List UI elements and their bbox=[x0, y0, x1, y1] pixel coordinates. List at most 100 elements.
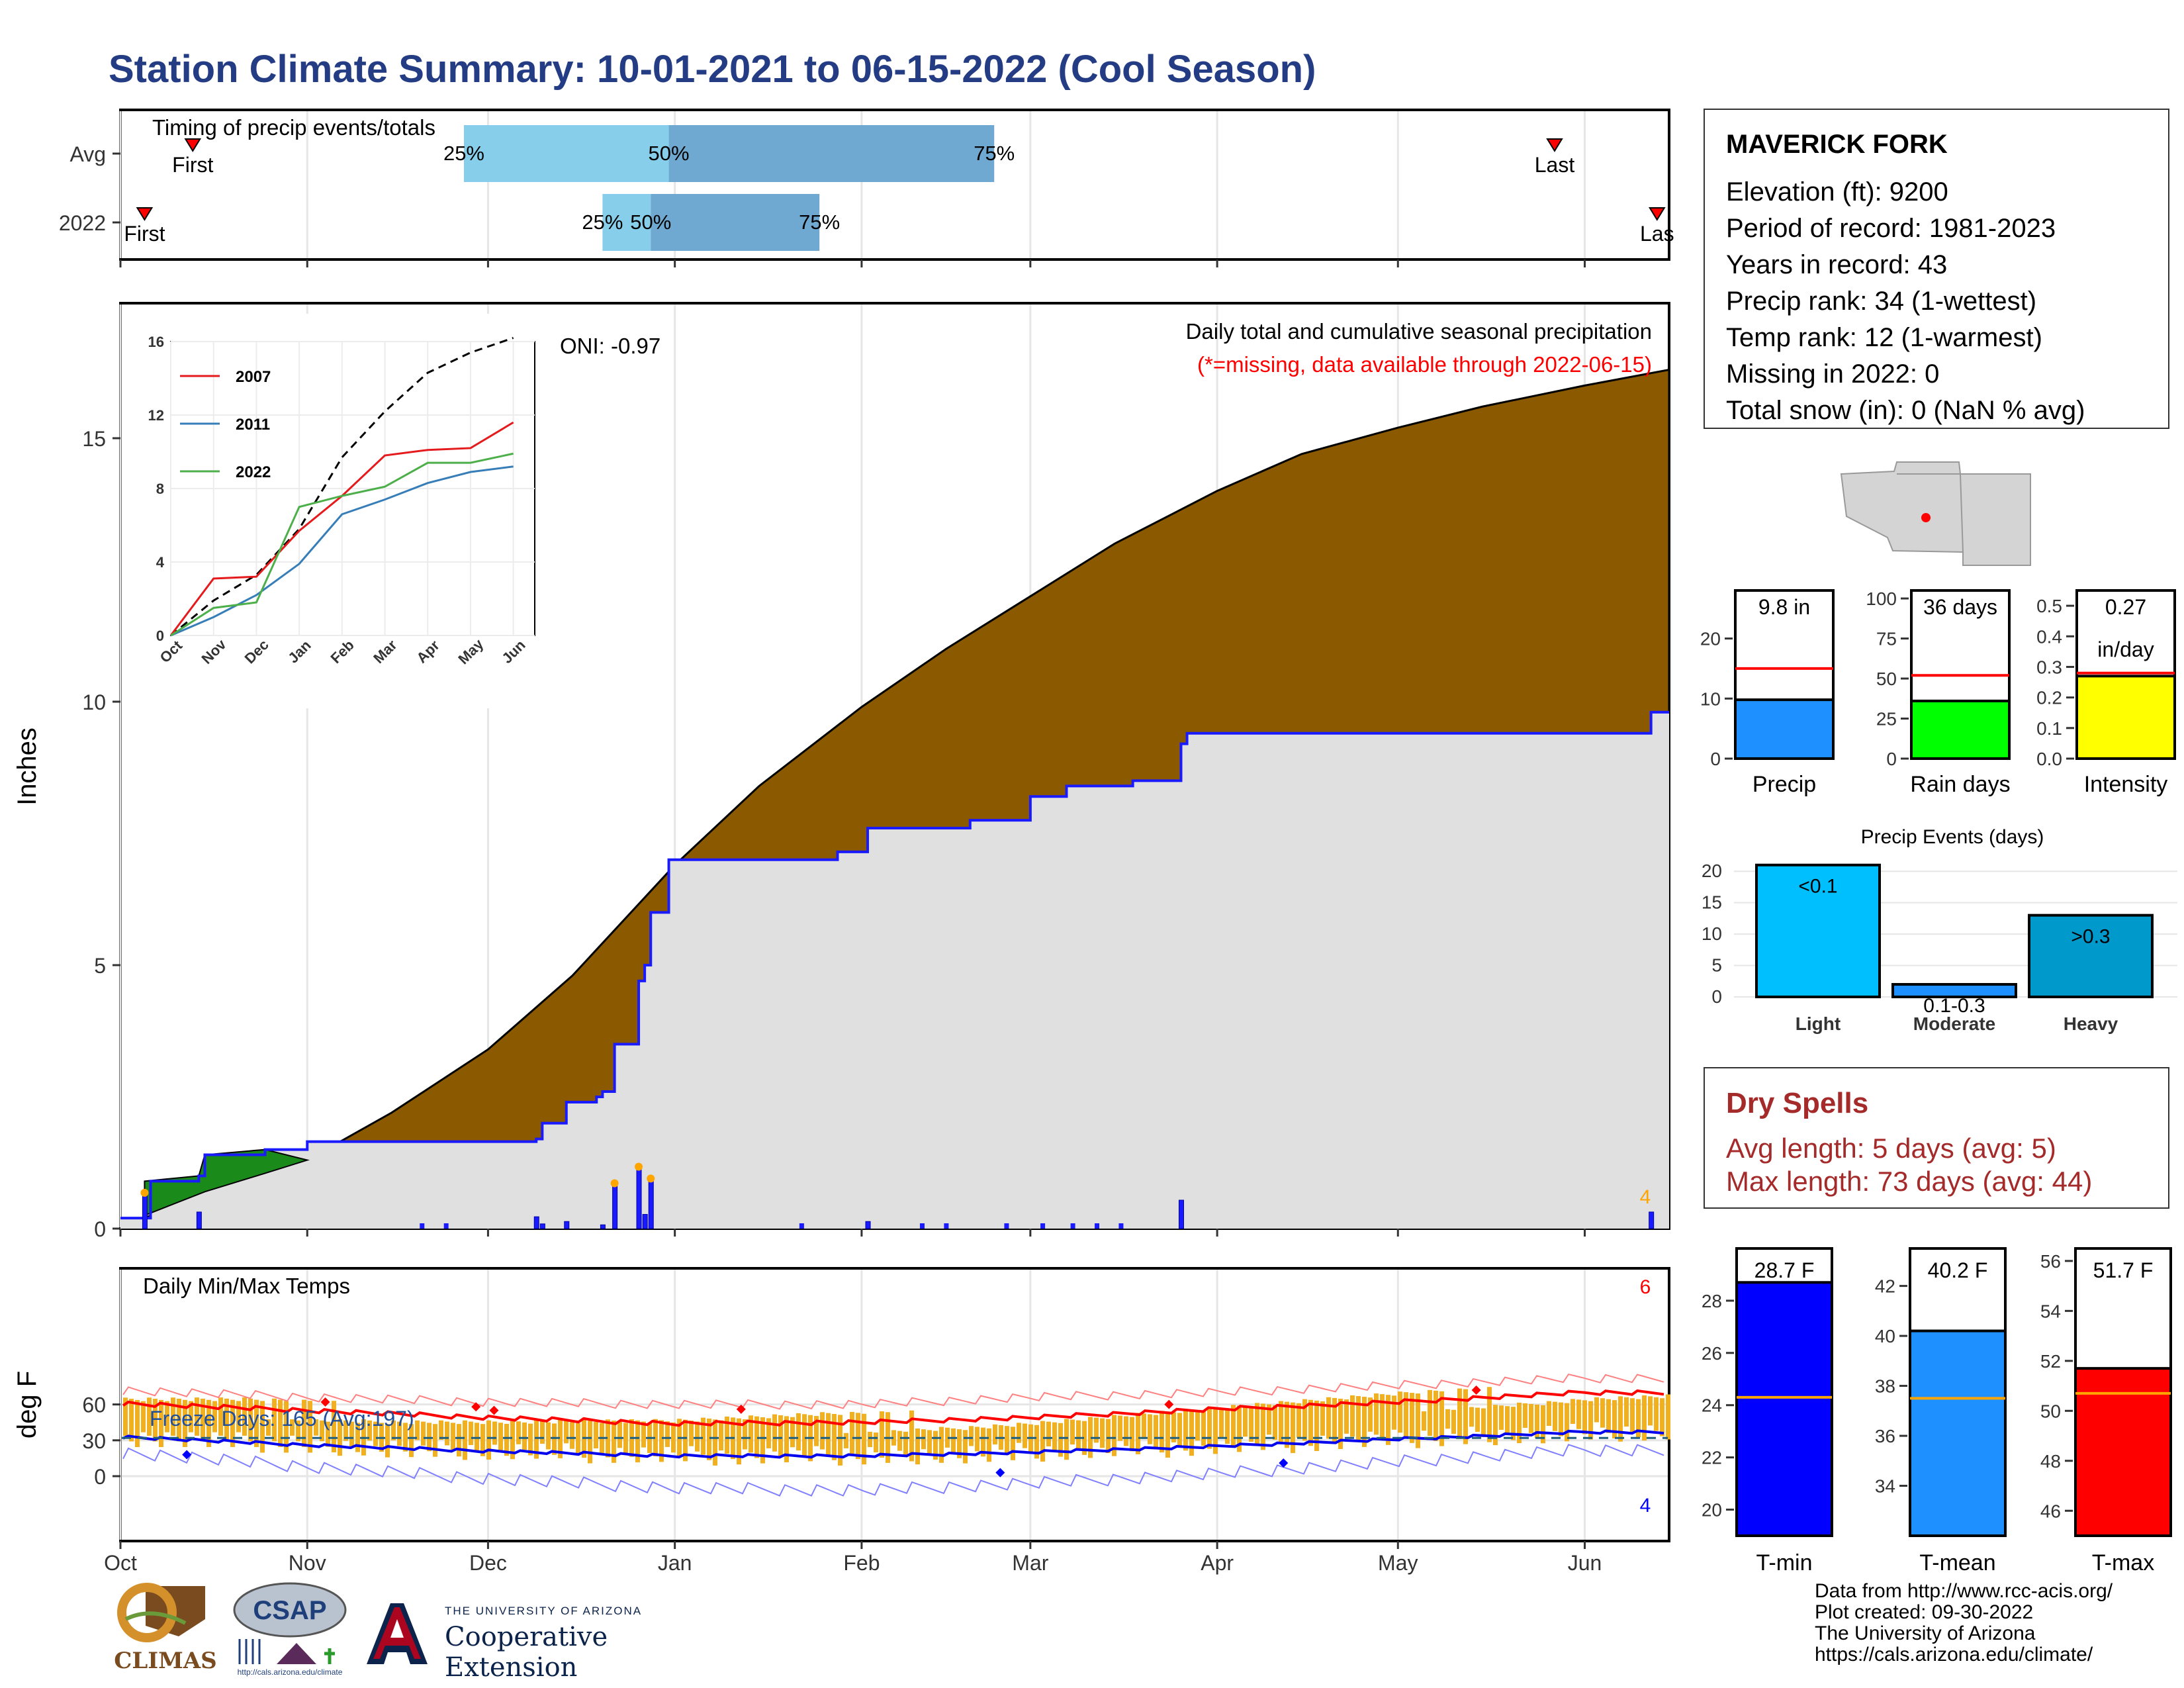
tick-label: 36 bbox=[1875, 1426, 1895, 1446]
tick-label: 10 bbox=[1702, 923, 1722, 944]
daily-temp-bar bbox=[1100, 1418, 1105, 1448]
daily-temp-bar bbox=[230, 1399, 235, 1447]
daily-temp-bar bbox=[1422, 1411, 1426, 1431]
station-name: MAVERICK FORK bbox=[1726, 130, 1948, 159]
daily-temp-bar bbox=[284, 1401, 289, 1453]
daily-temp-bar bbox=[1314, 1400, 1319, 1452]
daily-temp-bar bbox=[1535, 1404, 1539, 1438]
daily-temp-bar bbox=[1320, 1401, 1325, 1436]
daily-temp-bar bbox=[498, 1423, 503, 1450]
temp-bar-label: T-min bbox=[1756, 1550, 1813, 1575]
daily-temp-bar bbox=[338, 1419, 342, 1456]
precip-caption: Daily total and cumulative seasonal prec… bbox=[1186, 319, 1652, 344]
daily-temp-bar bbox=[1398, 1391, 1402, 1433]
daily-temp-bar bbox=[951, 1428, 956, 1453]
daily-temp-bar bbox=[1547, 1401, 1551, 1427]
temp-ylabel: deg F bbox=[13, 1371, 42, 1438]
daily-temp-bar bbox=[1404, 1392, 1408, 1438]
daily-temp-bar bbox=[1463, 1389, 1468, 1444]
daily-temp-bar bbox=[123, 1397, 128, 1436]
daily-temp-bar bbox=[558, 1419, 563, 1458]
ua-extension-logo: THE UNIVERSITY OF ARIZONA Cooperative Ex… bbox=[445, 1605, 736, 1683]
daily-temp-bar bbox=[224, 1398, 229, 1442]
daily-temp-bar bbox=[1582, 1400, 1587, 1434]
event-bar bbox=[1891, 983, 2017, 999]
inset-tick-label: 0 bbox=[156, 628, 164, 644]
daily-temp-bar bbox=[1588, 1401, 1593, 1440]
record-max-marker bbox=[1164, 1399, 1174, 1409]
csap-logo: CSAP http://cals.arizona.edu/climate bbox=[233, 1582, 347, 1677]
daily-temp-bar bbox=[367, 1420, 372, 1441]
daily-temp-bar bbox=[1249, 1407, 1253, 1442]
daily-temp-bar bbox=[403, 1423, 408, 1452]
daily-temp-bar bbox=[802, 1414, 807, 1456]
missing-note: (*=missing, data available through 2022-… bbox=[1197, 352, 1652, 377]
temp-value: 28.7 F bbox=[1754, 1258, 1815, 1282]
daily-temp-bar bbox=[1136, 1413, 1140, 1454]
event-category: Heavy bbox=[2064, 1013, 2118, 1034]
credit-url: https://cals.arizona.edu/climate/ bbox=[1815, 1644, 2093, 1665]
tick-label: 10 bbox=[1700, 688, 1721, 709]
daily-temp-bar bbox=[1559, 1402, 1563, 1436]
timing-pct-label: 25% bbox=[582, 211, 623, 234]
daily-temp-bar bbox=[165, 1401, 169, 1432]
daily-temp-bar bbox=[272, 1398, 277, 1442]
daily-temp-bar bbox=[868, 1431, 872, 1448]
tick-label: 48 bbox=[2040, 1451, 2061, 1472]
record-max-marker bbox=[489, 1405, 499, 1415]
daily-temp-bar bbox=[1183, 1409, 1188, 1451]
daily-temp-bar bbox=[218, 1397, 223, 1436]
daily-temp-bar bbox=[1481, 1408, 1486, 1437]
tick-label: 75 bbox=[1876, 629, 1897, 649]
summary-label: Precip bbox=[1752, 772, 1816, 797]
daily-temp-bar bbox=[1624, 1397, 1629, 1427]
temp-bar bbox=[1909, 1329, 2007, 1538]
temp-max-count: 6 bbox=[1640, 1276, 1651, 1298]
station-elevation: Elevation (ft): 9200 bbox=[1726, 177, 1948, 207]
daily-temp-bar bbox=[1094, 1417, 1099, 1443]
daily-temp-bar bbox=[1267, 1404, 1271, 1435]
timing-marker bbox=[184, 138, 202, 152]
daily-temp-bar bbox=[1237, 1405, 1242, 1452]
daily-precip-bar bbox=[196, 1211, 202, 1229]
daily-temp-bar bbox=[850, 1411, 854, 1454]
daily-temp-bar bbox=[516, 1421, 521, 1444]
station-snow: Total snow (in): 0 (NaN % avg) bbox=[1726, 396, 2085, 425]
page-title: Station Climate Summary: 10-01-2021 to 0… bbox=[109, 48, 1316, 91]
tick-label: 46 bbox=[2040, 1501, 2061, 1521]
daily-temp-bar bbox=[1380, 1394, 1385, 1440]
summary-value-unit: in/day bbox=[2097, 637, 2154, 661]
daily-temp-bar bbox=[248, 1398, 253, 1442]
daily-temp-bar bbox=[183, 1399, 187, 1447]
daily-temp-bar bbox=[945, 1427, 950, 1448]
daily-temp-bar bbox=[1487, 1387, 1492, 1442]
daily-temp-bar bbox=[665, 1421, 670, 1447]
daily-temp-bar bbox=[1630, 1398, 1635, 1432]
daily-precip-bar bbox=[1070, 1223, 1075, 1229]
daily-precip-bar bbox=[443, 1223, 449, 1229]
timing-title: Timing of precip events/totals bbox=[152, 115, 435, 140]
tick-label: 30 bbox=[82, 1429, 106, 1453]
daily-temp-bar bbox=[1350, 1395, 1355, 1437]
tick-label: 0 bbox=[1711, 986, 1722, 1007]
tick-label: 60 bbox=[82, 1393, 106, 1417]
daily-temp-bar bbox=[391, 1420, 396, 1440]
daily-temp-bar bbox=[504, 1423, 509, 1456]
daily-temp-bar bbox=[606, 1419, 610, 1458]
daily-temp-bar bbox=[463, 1420, 467, 1460]
tick-label: 20 bbox=[1702, 1500, 1722, 1521]
daily-temp-bar bbox=[564, 1421, 569, 1444]
daily-temp-bar bbox=[177, 1398, 181, 1442]
daily-temp-bar bbox=[1451, 1409, 1456, 1434]
timing-marker-label: First bbox=[172, 153, 213, 177]
csap-wordmark: CSAP bbox=[253, 1596, 326, 1625]
precip-corner-count: 4 bbox=[1640, 1186, 1651, 1208]
daily-temp-bar bbox=[320, 1420, 324, 1442]
summary-bar bbox=[2075, 675, 2176, 760]
station-missing: Missing in 2022: 0 bbox=[1726, 359, 1940, 389]
heavy-precip-marker bbox=[610, 1179, 619, 1188]
daily-temp-bar bbox=[189, 1401, 193, 1432]
daily-temp-bar bbox=[1165, 1411, 1170, 1458]
daily-temp-bar bbox=[832, 1414, 837, 1460]
month-label: Jan bbox=[658, 1551, 692, 1575]
